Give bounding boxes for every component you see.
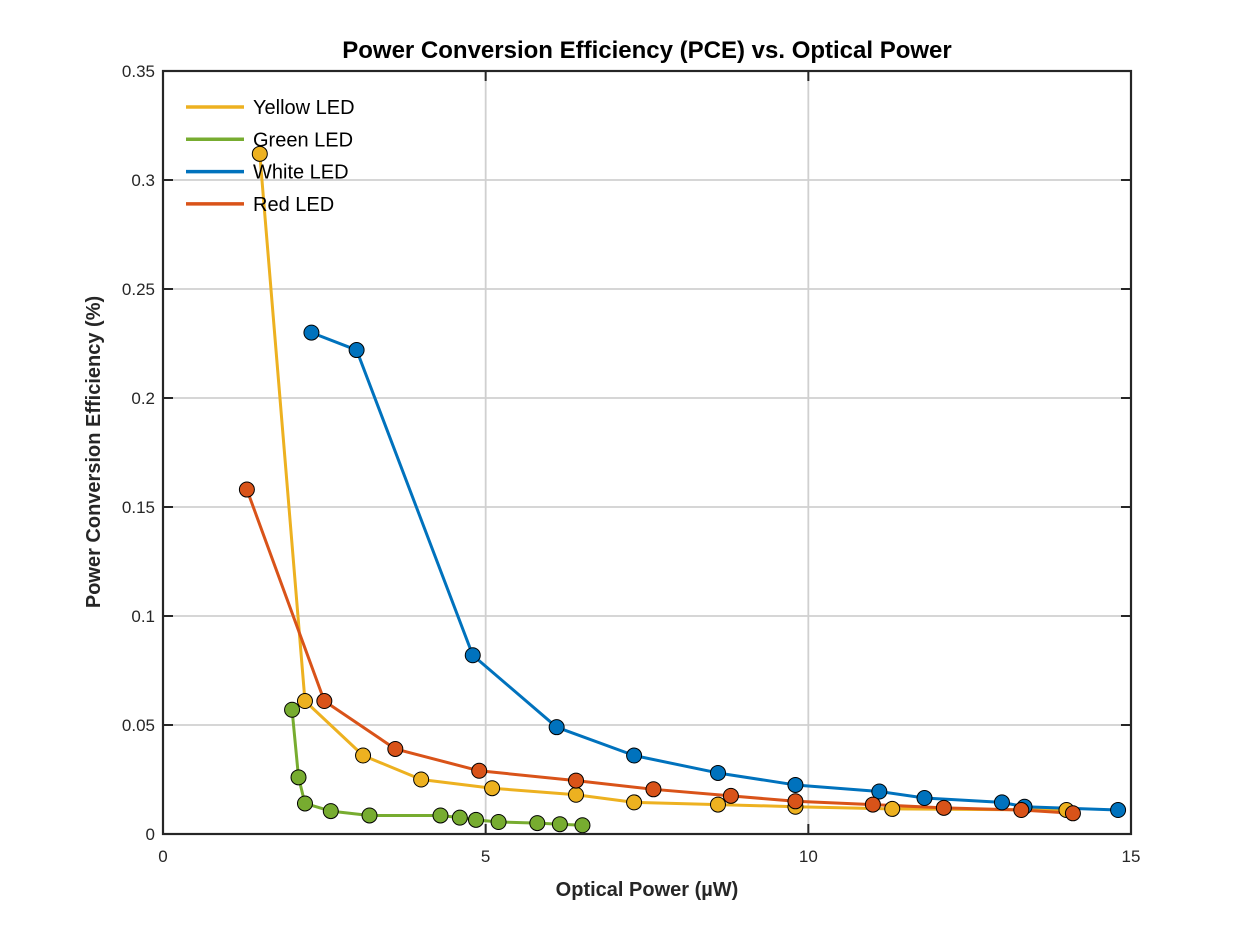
- y-tick-label: 0.3: [131, 171, 155, 190]
- data-point: [871, 783, 888, 800]
- data-point: [574, 817, 591, 834]
- data-point: [1013, 802, 1030, 819]
- data-point: [568, 786, 585, 803]
- data-point: [709, 764, 726, 781]
- y-tick-label: 0.05: [122, 716, 155, 735]
- data-point: [529, 815, 546, 832]
- data-point: [568, 772, 585, 789]
- x-tick-label: 15: [1122, 847, 1141, 866]
- data-point: [284, 701, 301, 718]
- data-point: [1110, 802, 1127, 819]
- data-point: [787, 793, 804, 810]
- data-point: [451, 809, 468, 826]
- data-point: [413, 771, 430, 788]
- data-point: [993, 794, 1010, 811]
- data-point: [935, 799, 952, 816]
- tick-labels: 0 5 10 15 0 0.05 0.1 0.15 0.2 0.25 0.3 0.35: [122, 62, 1141, 866]
- data-point: [322, 803, 339, 820]
- data-point: [884, 800, 901, 817]
- y-tick-label: 0.25: [122, 280, 155, 299]
- data-point: [864, 796, 881, 813]
- data-point: [551, 816, 568, 833]
- x-axis-label: Optical Power (µW): [556, 879, 739, 901]
- data-point: [464, 647, 481, 664]
- data-point: [387, 740, 404, 757]
- data-point: [548, 719, 565, 736]
- data-point: [348, 342, 365, 359]
- data-point: [484, 780, 501, 797]
- legend: Yellow LED Green LED White LED Red LED: [186, 97, 355, 216]
- data-point: [709, 796, 726, 813]
- x-tick-label: 5: [481, 847, 490, 866]
- legend-entry: Yellow LED: [253, 97, 355, 119]
- data-point: [787, 776, 804, 793]
- y-tick-label: 0.15: [122, 498, 155, 517]
- data-point: [296, 693, 313, 710]
- data-point: [316, 693, 333, 710]
- data-point: [290, 769, 307, 786]
- legend-entry: Red LED: [253, 194, 334, 216]
- data-point: [626, 747, 643, 764]
- data-point: [251, 145, 268, 162]
- series-markers: [238, 145, 1127, 834]
- x-tick-label: 10: [799, 847, 818, 866]
- grid-lines: [163, 71, 1131, 834]
- y-tick-label: 0.2: [131, 389, 155, 408]
- data-point: [467, 811, 484, 828]
- legend-entry: Green LED: [253, 129, 353, 151]
- data-point: [490, 814, 507, 831]
- plot-frame: [161, 69, 1133, 836]
- data-point: [432, 807, 449, 824]
- legend-entry: White LED: [253, 162, 349, 184]
- data-point: [355, 747, 372, 764]
- chart-title: Power Conversion Efficiency (PCE) vs. Op…: [342, 37, 952, 64]
- data-point: [916, 790, 933, 807]
- data-point: [303, 324, 320, 341]
- data-point: [1064, 805, 1081, 822]
- x-tick-label: 0: [158, 847, 167, 866]
- axes: [161, 69, 1133, 836]
- data-point: [471, 762, 488, 779]
- series-line-3: [245, 489, 1074, 815]
- data-point: [645, 781, 662, 798]
- data-point: [722, 787, 739, 804]
- data-point: [296, 795, 313, 812]
- y-tick-label: 0.35: [122, 62, 155, 81]
- y-tick-label: 0.1: [131, 607, 155, 626]
- y-axis-label: Power Conversion Efficiency (%): [83, 296, 105, 608]
- data-point: [626, 794, 643, 811]
- data-point: [238, 481, 255, 498]
- data-point: [361, 807, 378, 824]
- y-tick-label: 0: [146, 825, 155, 844]
